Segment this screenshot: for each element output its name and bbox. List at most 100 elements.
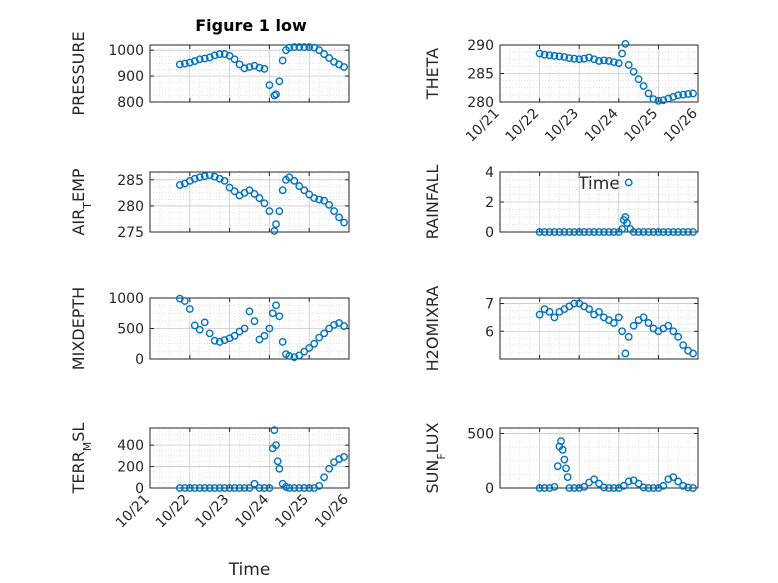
data-point <box>295 182 304 190</box>
data-point <box>659 228 668 236</box>
data-point <box>272 441 280 450</box>
data-point <box>679 481 688 490</box>
y-tick-label: 285 <box>117 173 144 189</box>
data-point <box>621 39 630 48</box>
data-point <box>605 57 613 65</box>
data-point <box>180 297 189 305</box>
minor-grid <box>150 428 349 488</box>
data-point <box>275 464 284 473</box>
data-point <box>535 49 544 58</box>
data-point <box>265 207 274 216</box>
data-point <box>565 54 574 63</box>
data-point <box>669 92 678 101</box>
data-point <box>300 484 309 492</box>
y-tick-label: 290 <box>467 38 494 54</box>
data-point <box>609 484 618 492</box>
data-point <box>674 477 683 486</box>
data-point <box>649 95 658 104</box>
data-point <box>575 484 584 492</box>
data-point <box>580 54 589 63</box>
data-point <box>305 43 314 51</box>
data-point <box>595 57 603 65</box>
data-point <box>634 228 643 236</box>
data-point <box>290 353 299 362</box>
data-point <box>175 181 184 189</box>
data-point <box>580 483 589 491</box>
data-point <box>619 481 628 490</box>
subplot-5: 0 500 1000 MIXDEPTH <box>69 287 350 370</box>
y-tick-label: 0 <box>485 481 494 497</box>
data-point <box>205 484 214 492</box>
data-point <box>290 484 299 492</box>
y-tick-label: 0 <box>135 352 144 368</box>
data-point <box>674 228 683 236</box>
data-point <box>689 89 697 98</box>
data-point <box>555 52 564 61</box>
axes-box <box>149 427 350 489</box>
y-tick-label: 1000 <box>108 291 144 307</box>
data-point <box>325 464 333 473</box>
data-point <box>600 228 608 236</box>
data-point <box>629 67 638 76</box>
data-point <box>315 195 324 204</box>
data-point <box>285 484 294 492</box>
data-point <box>560 455 569 464</box>
data-point <box>310 194 319 202</box>
data-point <box>335 213 343 222</box>
data-point <box>220 484 229 492</box>
data-point <box>215 484 224 492</box>
data-point <box>272 220 280 229</box>
data-point <box>278 338 287 346</box>
subplot-6: 6 7 H2OMIXRA <box>423 286 699 371</box>
data-point <box>273 457 282 466</box>
data-point <box>634 479 643 488</box>
data-point <box>545 307 554 316</box>
data-point <box>315 46 324 55</box>
data-point <box>260 199 269 208</box>
data-point <box>200 54 209 63</box>
subplot-8: 0 500 SUNFLUX <box>423 422 699 497</box>
subplot-4: 0 2 4 RAINFALL <box>423 165 699 241</box>
data-point <box>175 60 184 69</box>
data-point <box>320 473 329 482</box>
data-point <box>340 63 348 71</box>
data-point <box>624 61 633 69</box>
data-point <box>644 319 653 327</box>
data-point <box>235 60 244 69</box>
data-point <box>600 56 608 65</box>
data-point <box>215 50 224 58</box>
data-point <box>649 484 658 492</box>
data-point <box>659 481 668 490</box>
data-point <box>300 347 309 356</box>
data-point <box>558 445 567 454</box>
data-point <box>185 305 194 313</box>
data-point <box>278 186 287 195</box>
data-points <box>175 43 348 100</box>
data-point <box>590 475 598 484</box>
data-point <box>210 336 219 345</box>
data-point <box>305 344 314 352</box>
data-point <box>270 227 279 235</box>
data-point <box>585 53 593 62</box>
subplot-1: 800 900 1000 PRESSURE <box>69 31 350 116</box>
data-point <box>570 228 579 236</box>
y-label-rest: LUX <box>423 422 442 453</box>
y-tick-label: 1000 <box>108 43 144 59</box>
y-label-base: TERR <box>69 451 88 494</box>
data-point <box>275 207 284 216</box>
data-point <box>210 51 219 60</box>
data-point <box>265 484 274 492</box>
y-label-base: SUN <box>423 460 442 494</box>
data-point <box>185 484 194 492</box>
data-point <box>557 437 565 445</box>
y-tick-label: 7 <box>485 297 494 313</box>
x-axis-label: Time <box>228 560 271 580</box>
data-point <box>272 301 280 310</box>
data-point <box>285 173 294 182</box>
data-point <box>580 228 589 236</box>
data-point <box>550 228 559 236</box>
data-point <box>689 349 697 358</box>
data-point <box>674 332 683 341</box>
data-point <box>282 483 290 491</box>
data-point <box>255 335 264 344</box>
